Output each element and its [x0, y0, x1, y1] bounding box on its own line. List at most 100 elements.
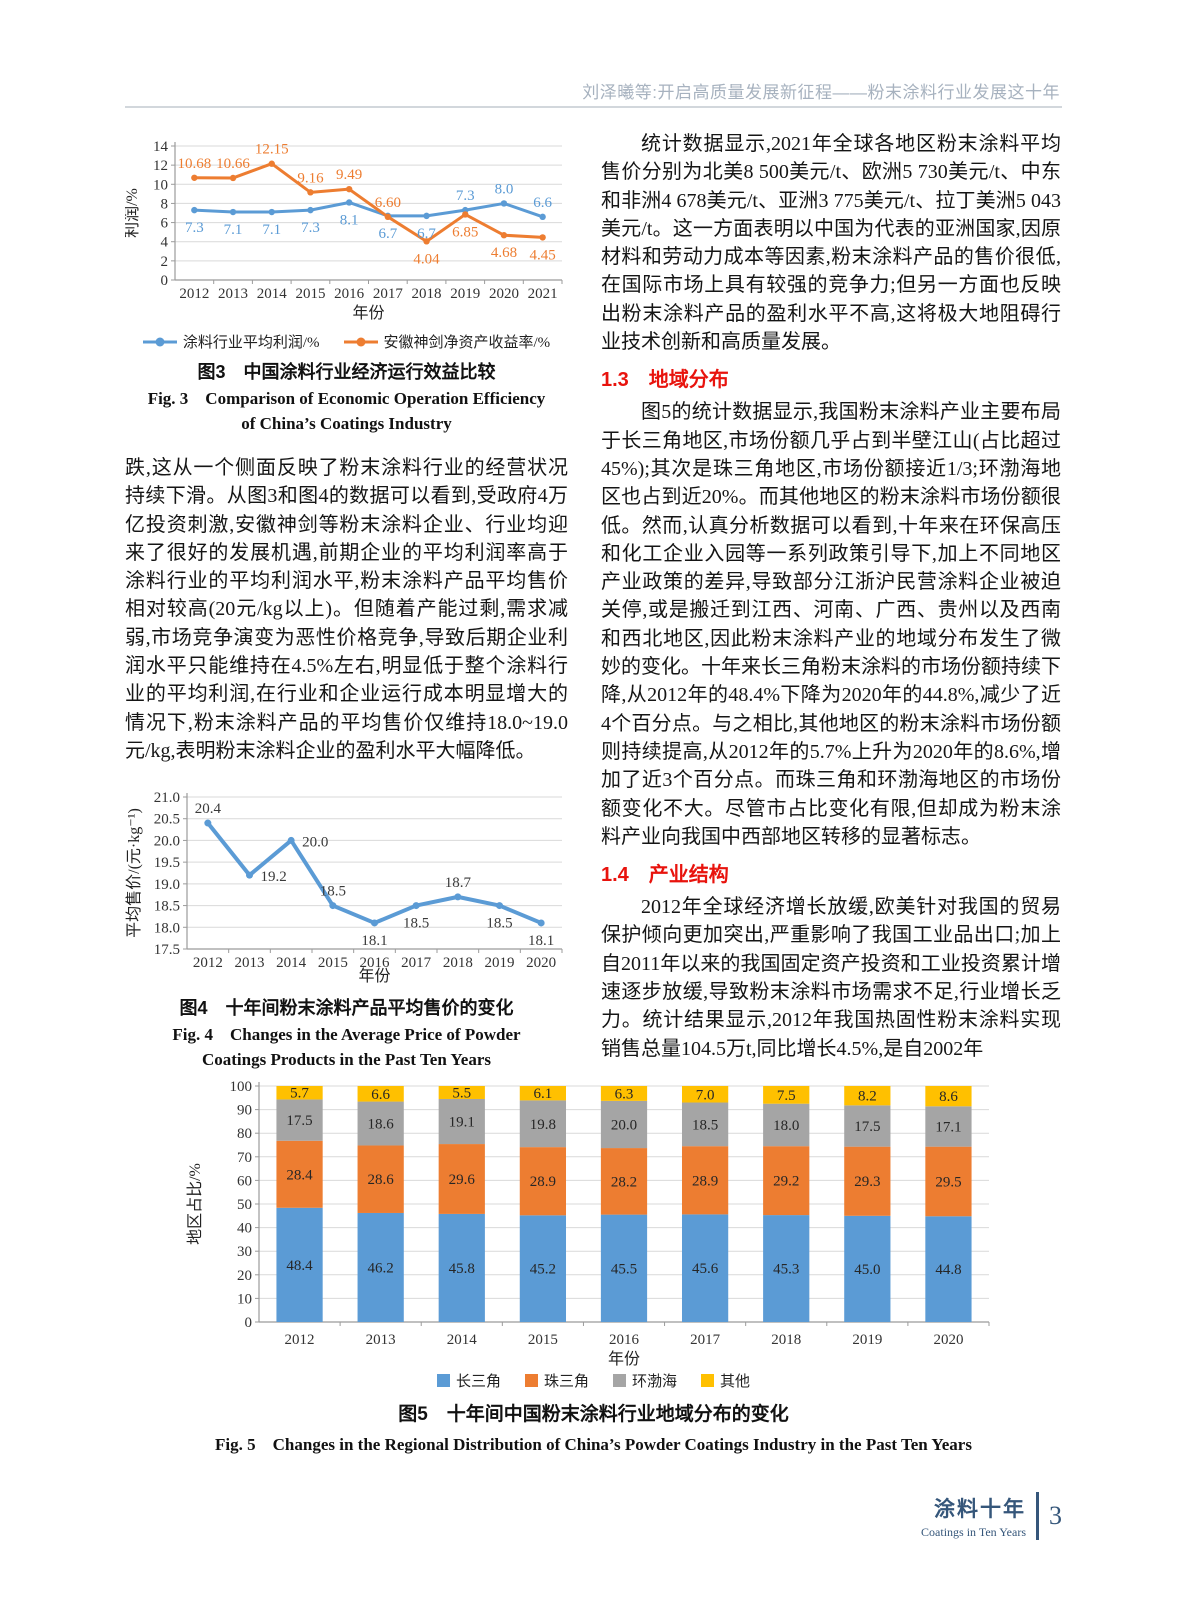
svg-text:6: 6	[161, 216, 169, 232]
svg-text:4: 4	[161, 235, 169, 251]
journal-name-en: Coatings in Ten Years	[921, 1524, 1026, 1539]
svg-text:2012: 2012	[179, 286, 209, 302]
svg-text:2013: 2013	[235, 955, 265, 971]
svg-text:19.5: 19.5	[154, 855, 180, 871]
svg-text:100: 100	[229, 1079, 252, 1095]
svg-text:9.16: 9.16	[297, 170, 324, 186]
fig4-line-chart: 17.5 18.0 18.5 19.0 19.5 20.0 20.5 21.0 2012 2013…	[125, 790, 563, 985]
legend-item: 涂料行业平均利润/%	[142, 331, 320, 352]
svg-text:12: 12	[153, 158, 168, 174]
svg-text:6.6: 6.6	[371, 1087, 390, 1103]
svg-text:18.0: 18.0	[154, 921, 180, 937]
svg-text:2013: 2013	[218, 286, 248, 302]
figure-3: 0 2 4 6 8 10 12 14 2012 2013 2014 2015 2016 2017 2018 2…	[123, 132, 568, 436]
svg-text:45.6: 45.6	[691, 1261, 718, 1277]
svg-text:28.6: 28.6	[367, 1172, 394, 1188]
right-paragraph-1: 统计数据显示,2021年全球各地区粉末涂料平均售价分别为北美8 500美元/t、…	[601, 133, 1061, 354]
svg-text:18.5: 18.5	[403, 916, 429, 932]
svg-text:0: 0	[244, 1315, 252, 1331]
svg-text:6.6: 6.6	[533, 195, 552, 211]
svg-text:2014: 2014	[257, 286, 288, 302]
svg-text:2015: 2015	[318, 955, 348, 971]
svg-text:20.0: 20.0	[154, 834, 180, 850]
svg-text:29.6: 29.6	[448, 1172, 475, 1188]
svg-text:2020: 2020	[933, 1332, 963, 1348]
journal-brand: 涂料十年 Coatings in Ten Years	[921, 1493, 1026, 1540]
svg-text:8: 8	[161, 196, 169, 212]
svg-text:18.7: 18.7	[445, 875, 472, 891]
svg-text:2018: 2018	[412, 286, 442, 302]
right-paragraph-2: 图5的统计数据显示,我国粉末涂料产业主要布局于长三角地区,市场份额几乎占到半壁江…	[601, 401, 1061, 848]
svg-text:18.5: 18.5	[486, 916, 512, 932]
legend-marker-icon	[436, 1374, 450, 1387]
svg-text:地区占比/%: 地区占比/%	[186, 1163, 204, 1245]
fig3-legend: 涂料行业平均利润/% 安徽神剑净资产收益率/%	[125, 331, 568, 352]
figure-5: 0 10 20 30 40 50 60 70 80 90 100 2012 2013 2014 2015 20…	[0, 1056, 1187, 1455]
svg-text:8.1: 8.1	[340, 212, 359, 228]
svg-text:30: 30	[237, 1244, 252, 1260]
svg-text:平均售价/(元·kg⁻¹): 平均售价/(元·kg⁻¹)	[125, 808, 143, 938]
fig5-stacked-bar-chart: 0 10 20 30 40 50 60 70 80 90 100 2012 2013 2014 2015 20…	[186, 1079, 989, 1368]
svg-text:10: 10	[237, 1291, 252, 1307]
svg-text:70: 70	[237, 1150, 252, 1166]
svg-text:14: 14	[153, 139, 169, 155]
svg-text:4.68: 4.68	[491, 245, 517, 261]
svg-text:29.3: 29.3	[854, 1174, 880, 1190]
running-head: 刘泽曦等:开启高质量发展新征程——粉末涂料行业发展这十年	[582, 83, 1060, 102]
legend-label: 涂料行业平均利润/%	[182, 335, 320, 351]
svg-text:6.3: 6.3	[614, 1086, 633, 1102]
svg-text:2015: 2015	[527, 1332, 557, 1348]
legend-marker-icon	[701, 1374, 715, 1387]
page-number: 3	[1049, 1501, 1062, 1530]
svg-text:5.5: 5.5	[452, 1085, 471, 1101]
legend-label: 珠三角	[543, 1374, 589, 1390]
left-paragraph: 跌,这从一个侧面反映了粉末涂料行业的经营状况持续下滑。从图3和图4的数据可以看到…	[125, 457, 568, 762]
svg-text:2019: 2019	[485, 955, 515, 971]
svg-text:17.5: 17.5	[154, 942, 180, 958]
svg-text:2016: 2016	[334, 286, 365, 302]
legend-marker-icon	[524, 1374, 538, 1387]
svg-text:6.7: 6.7	[417, 226, 436, 242]
svg-text:20.5: 20.5	[154, 812, 180, 828]
svg-text:40: 40	[237, 1221, 252, 1237]
svg-text:年份: 年份	[607, 1350, 639, 1368]
right-column: 统计数据显示,2021年全球各地区粉末涂料平均售价分别为北美8 500美元/t、…	[601, 130, 1061, 1063]
legend-item: 安徽神剑净资产收益率/%	[343, 331, 550, 352]
svg-text:19.1: 19.1	[448, 1115, 474, 1131]
svg-text:8.2: 8.2	[857, 1089, 876, 1105]
svg-text:7.5: 7.5	[776, 1088, 795, 1104]
legend-marker-icon	[142, 337, 177, 346]
svg-text:10: 10	[153, 177, 168, 193]
svg-text:19.0: 19.0	[154, 877, 180, 893]
svg-text:29.5: 29.5	[935, 1174, 961, 1190]
svg-text:28.2: 28.2	[610, 1174, 636, 1190]
svg-text:2017: 2017	[401, 955, 432, 971]
svg-text:28.9: 28.9	[529, 1174, 555, 1190]
svg-text:18.1: 18.1	[361, 933, 387, 949]
left-column: 0 2 4 6 8 10 12 14 2012 2013 2014 2015 2016 2017 2018 2…	[123, 132, 568, 1072]
journal-name-cn: 涂料十年	[934, 1497, 1026, 1521]
svg-text:12.15: 12.15	[255, 142, 289, 158]
svg-text:20.0: 20.0	[610, 1117, 636, 1133]
svg-text:20: 20	[237, 1268, 252, 1284]
svg-text:19.8: 19.8	[529, 1117, 555, 1133]
legend-label: 长三角	[455, 1374, 501, 1390]
fig5-legend: 长三角 珠三角 环渤海 其他	[0, 1370, 1187, 1391]
svg-text:利润/%: 利润/%	[125, 188, 141, 238]
svg-text:6.7: 6.7	[378, 226, 397, 242]
section-heading-1-3: 1.3 地域分布	[601, 369, 729, 392]
svg-text:8.0: 8.0	[495, 181, 514, 197]
svg-text:60: 60	[237, 1173, 252, 1189]
fig4-caption-en: Fig. 4 Changes in the Average Price of P…	[172, 1025, 521, 1070]
svg-text:2020: 2020	[526, 955, 556, 971]
svg-text:45.5: 45.5	[610, 1261, 636, 1277]
svg-text:18.1: 18.1	[528, 933, 554, 949]
svg-text:18.5: 18.5	[691, 1117, 717, 1133]
svg-text:20.0: 20.0	[302, 835, 328, 851]
svg-text:2: 2	[161, 254, 169, 270]
svg-text:2012: 2012	[193, 955, 223, 971]
legend-marker-icon	[343, 337, 378, 346]
svg-text:46.2: 46.2	[367, 1260, 393, 1276]
svg-text:0: 0	[161, 273, 169, 289]
svg-text:7.0: 7.0	[695, 1087, 714, 1103]
